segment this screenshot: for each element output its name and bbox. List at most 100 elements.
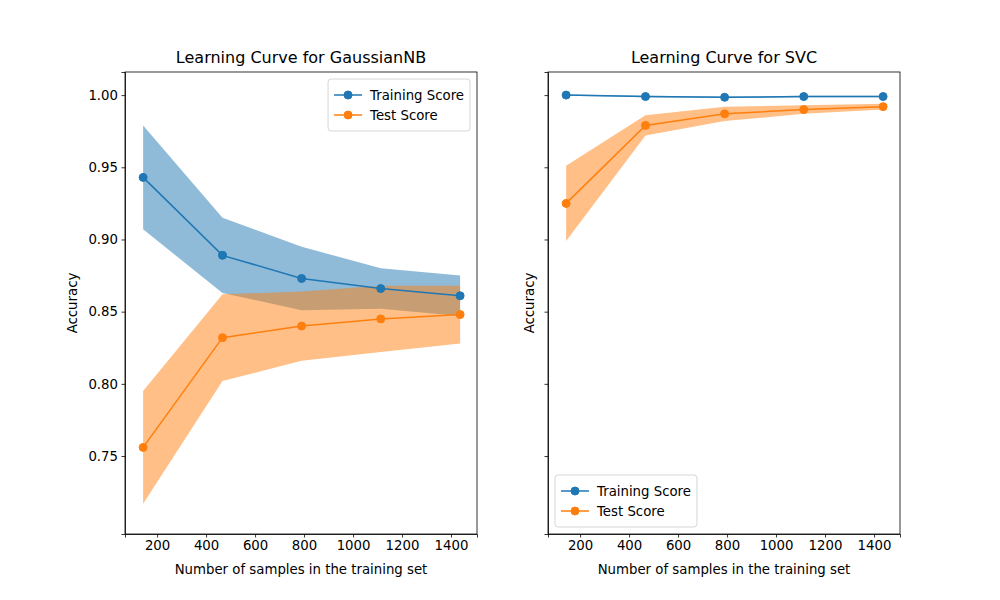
subplot: 200400600800100012001400Learning Curve f… (522, 48, 901, 577)
y-tick-label: 0.95 (88, 160, 118, 175)
x-tick-mark (776, 534, 777, 538)
x-tick-label: 1400 (858, 538, 892, 553)
legend-entry: Test Score (334, 108, 438, 123)
x-tick-mark (206, 534, 207, 538)
marker (456, 311, 464, 319)
x-tick-mark (727, 534, 728, 538)
y-tick-label: 1.00 (88, 88, 118, 103)
x-axis-line (126, 535, 478, 538)
marker (298, 274, 306, 282)
y-axis-line (122, 73, 126, 535)
x-tick-mark (874, 534, 875, 538)
y-axis-title: Accuracy (65, 273, 80, 334)
subplot: 2004006008001000120014000.750.800.850.90… (65, 48, 478, 577)
x-tick: 200 (145, 534, 170, 553)
x-tick-label: 600 (666, 538, 691, 553)
y-tick (545, 384, 549, 385)
marker (721, 93, 729, 101)
y-axis-title: Accuracy (522, 273, 537, 334)
legend-marker (571, 487, 579, 495)
y-tick: 0.85 (88, 304, 125, 319)
legend-entry: Training Score (561, 484, 691, 499)
y-tick-mark (122, 312, 126, 313)
chart-title: Learning Curve for GaussianNB (176, 48, 426, 67)
x-tick-mark (451, 534, 452, 538)
x-tick-label: 400 (194, 538, 219, 553)
x-tick-mark (353, 534, 354, 538)
figure: 200 400 600 800 1000 1200 1400 0.75 0.80 0.85 0.90… (0, 0, 1000, 600)
y-tick-mark (545, 312, 549, 313)
x-tick-label: 1200 (386, 538, 420, 553)
marker (377, 285, 385, 293)
x-tick-label: 800 (292, 538, 317, 553)
x-tick-label: 1000 (337, 538, 371, 553)
legend-entry: Test Score (561, 504, 665, 519)
x-tick: 1200 (809, 534, 843, 553)
x-tick: 400 (617, 534, 642, 553)
x-tick: 1200 (386, 534, 420, 553)
x-tick: 1000 (760, 534, 794, 553)
y-tick: 0.80 (88, 377, 125, 392)
x-tick: 1400 (435, 534, 469, 553)
plot-area (139, 125, 464, 503)
legend-label: Test Score (596, 504, 665, 519)
y-tick (545, 312, 549, 313)
x-tick-label: 200 (145, 538, 170, 553)
y-tick-mark (122, 95, 126, 96)
marker (641, 93, 649, 101)
y-tick: 0.90 (88, 232, 125, 247)
x-tick-mark (157, 534, 158, 538)
y-axis: 0.75 0.80 0.85 0.90 0.95 1.00 (88, 73, 125, 535)
marker (298, 322, 306, 330)
x-tick-label: 400 (617, 538, 642, 553)
marker (721, 110, 729, 118)
x-tick: 800 (292, 534, 317, 553)
legend-box (328, 79, 470, 131)
x-axis: 200400600800100012001400 (126, 534, 478, 553)
marker (562, 91, 570, 99)
x-tick-mark (825, 534, 826, 538)
y-tick-mark (122, 456, 126, 457)
x-tick-mark (304, 534, 305, 538)
y-tick (545, 95, 549, 96)
marker (456, 292, 464, 300)
plot-frame (548, 72, 900, 534)
y-tick-label: 0.80 (88, 377, 118, 392)
x-tick-label: 1400 (435, 538, 469, 553)
x-tick-mark (255, 534, 256, 538)
y-axis-line (545, 73, 549, 535)
std-band (566, 104, 883, 241)
legend-entry: Training Score (334, 88, 464, 103)
legend-box (555, 475, 697, 527)
series-line (143, 315, 460, 448)
x-tick-label: 200 (568, 538, 593, 553)
marker (879, 103, 887, 111)
y-tick (545, 239, 549, 240)
x-tick-mark (402, 534, 403, 538)
y-tick: 0.95 (88, 160, 125, 175)
x-tick-mark (629, 534, 630, 538)
std-band (143, 286, 460, 504)
legend-label: Training Score (369, 88, 464, 103)
x-axis-title: Number of samples in the training set (598, 562, 851, 577)
x-axis-title: Number of samples in the training set (175, 562, 428, 577)
x-tick: 200 (568, 534, 593, 553)
plot-frame (125, 72, 477, 534)
y-tick-mark (545, 167, 549, 168)
legend: Training Score Test Score (328, 79, 470, 131)
marker (139, 443, 147, 451)
y-axis (545, 73, 549, 535)
x-tick-label: 1200 (809, 538, 843, 553)
y-tick: 0.75 (88, 449, 125, 464)
x-tick-mark (580, 534, 581, 538)
y-tick-mark (545, 456, 549, 457)
x-tick: 1400 (858, 534, 892, 553)
plot-area (562, 91, 887, 241)
marker (218, 251, 226, 259)
x-tick: 800 (715, 534, 740, 553)
legend-label: Test Score (369, 108, 438, 123)
y-tick (545, 456, 549, 457)
y-tick-label: 0.85 (88, 304, 118, 319)
legend: Training Score Test Score (555, 475, 697, 527)
marker (800, 106, 808, 114)
